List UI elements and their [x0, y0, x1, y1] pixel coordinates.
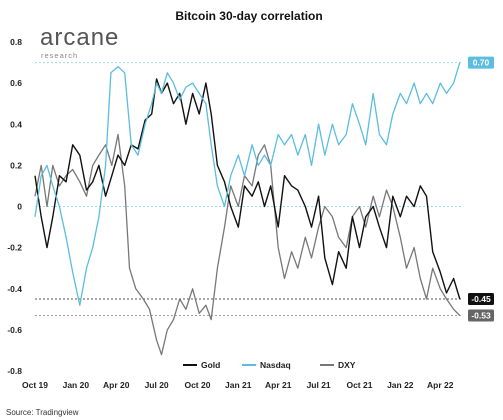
- x-tick-label: Apr 22: [427, 380, 454, 390]
- series-line-nasdaq: [34, 62, 461, 306]
- logo: arcane research: [40, 24, 119, 60]
- y-tick-label: -0.8: [7, 366, 22, 376]
- legend-label-gold: Gold: [201, 360, 220, 370]
- y-tick-label: 0.2: [10, 160, 22, 170]
- chart-title: Bitcoin 30-day correlation: [175, 9, 322, 23]
- x-tick-label: Oct 20: [184, 380, 210, 390]
- x-tick-label: Jan 21: [225, 380, 252, 390]
- series-lines: [34, 62, 461, 356]
- series-line-dxy: [34, 133, 461, 356]
- legend: Gold Nasdaq DXY: [183, 360, 356, 370]
- legend-label-nasdaq: Nasdaq: [260, 360, 291, 370]
- y-tick-label: 0.4: [10, 119, 22, 129]
- logo-sub-text: research: [41, 51, 78, 60]
- reference-lines: [35, 62, 462, 316]
- x-tick-label: Jan 20: [63, 380, 90, 390]
- x-tick-label: Jul 21: [307, 380, 331, 390]
- value-badge: [468, 293, 494, 306]
- x-tick-label: Oct 21: [346, 380, 372, 390]
- y-tick-label: -0.4: [7, 284, 22, 294]
- x-tick-label: Jul 20: [145, 380, 169, 390]
- x-tick-label: Jan 22: [387, 380, 414, 390]
- logo-main-text: arcane: [40, 24, 119, 51]
- y-tick-label: 0.6: [10, 78, 22, 88]
- x-tick-label: Apr 21: [265, 380, 292, 390]
- x-tick-label: Apr 20: [103, 380, 130, 390]
- series-line-gold: [34, 78, 461, 300]
- value-badges: 0.70 -0.45 -0.53: [468, 56, 494, 322]
- legend-label-dxy: DXY: [338, 360, 356, 370]
- y-tick-label: 0.8: [10, 37, 22, 47]
- y-tick-label: -0.2: [7, 243, 22, 253]
- y-axis: 0.8 0.6 0.4 0.2 0 -0.2 -0.4 -0.6 -0.8: [7, 37, 22, 376]
- value-badge-label: 0.70: [473, 58, 490, 68]
- y-tick-label: 0: [17, 202, 22, 212]
- value-badge: [468, 309, 494, 322]
- value-badge-label: -0.45: [471, 294, 491, 304]
- x-axis: Oct 19 Jan 20 Apr 20 Jul 20 Oct 20 Jan 21 Apr …: [22, 380, 454, 390]
- source-note: Source: Tradingview: [6, 408, 79, 417]
- x-tick-label: Oct 19: [22, 380, 48, 390]
- value-badge: [468, 56, 494, 69]
- value-badge-label: -0.53: [471, 310, 491, 320]
- y-tick-label: -0.6: [7, 325, 22, 335]
